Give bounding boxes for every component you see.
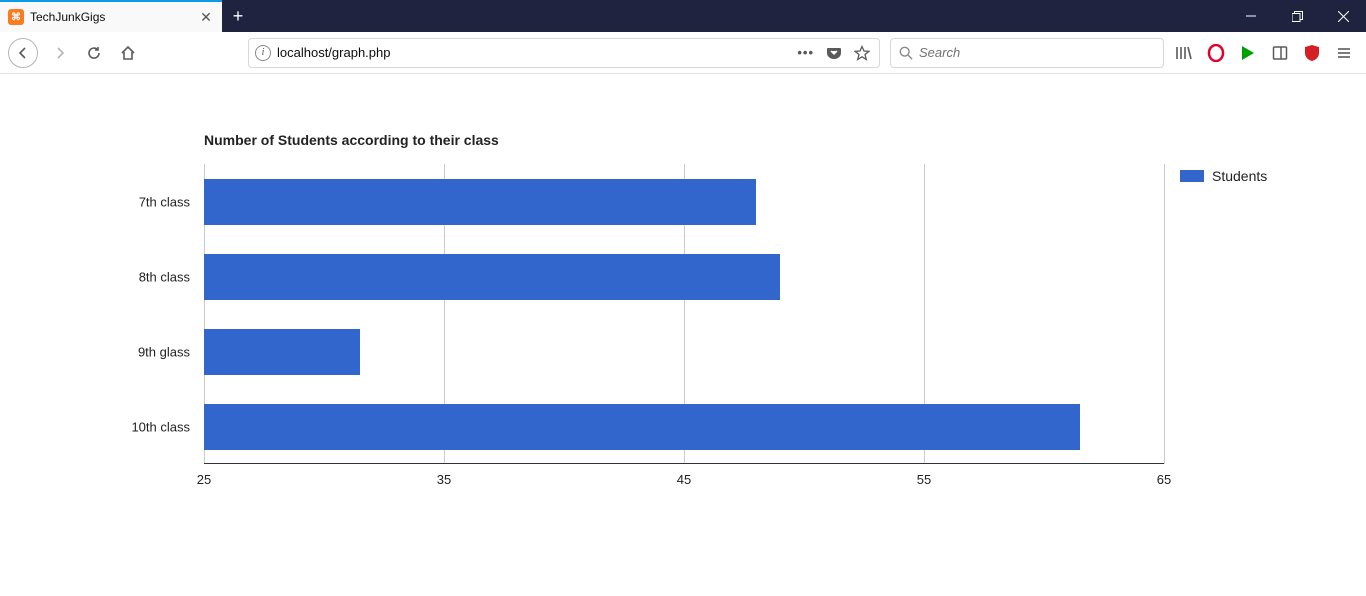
tab-favicon: ⌘	[8, 9, 24, 25]
page-content: Number of Students according to their cl…	[0, 74, 1366, 596]
tab-close-icon[interactable]: ✕	[198, 9, 214, 25]
chart-gridline	[1164, 164, 1165, 464]
chart-x-tick-label: 55	[917, 472, 931, 487]
sidebar-icon[interactable]	[1266, 39, 1294, 67]
site-info-icon[interactable]: i	[255, 45, 271, 61]
menu-icon[interactable]	[1330, 39, 1358, 67]
nav-forward-button	[44, 37, 76, 69]
toolbar-right-icons	[1170, 39, 1358, 67]
search-icon	[899, 46, 913, 60]
window-restore-button[interactable]	[1274, 0, 1320, 32]
opera-icon[interactable]	[1202, 39, 1230, 67]
window-controls	[1228, 0, 1366, 32]
chart-x-tick-label: 45	[677, 472, 691, 487]
chart-title: Number of Students according to their cl…	[204, 132, 499, 148]
chart-bar[interactable]	[204, 179, 756, 225]
window-titlebar: ⌘ TechJunkGigs ✕ +	[0, 0, 1366, 32]
page-actions-icon[interactable]: •••	[794, 45, 817, 60]
pocket-icon[interactable]	[823, 45, 845, 61]
ublock-icon[interactable]	[1298, 39, 1326, 67]
legend-swatch	[1180, 170, 1204, 182]
chart-x-tick-label: 25	[197, 472, 211, 487]
search-bar[interactable]	[890, 38, 1164, 68]
chart-y-tick-label: 9th glass	[138, 344, 190, 359]
idm-icon[interactable]	[1234, 39, 1262, 67]
window-minimize-button[interactable]	[1228, 0, 1274, 32]
chart-bar[interactable]	[204, 404, 1080, 450]
nav-reload-button[interactable]	[78, 37, 110, 69]
search-input[interactable]	[919, 45, 1155, 60]
nav-back-button[interactable]	[8, 38, 38, 68]
chart-bar[interactable]	[204, 254, 780, 300]
bookmark-star-icon[interactable]	[851, 45, 873, 61]
chart-y-tick-label: 10th class	[131, 419, 190, 434]
new-tab-button[interactable]: +	[222, 0, 254, 32]
nav-home-button[interactable]	[112, 37, 144, 69]
tab-title: TechJunkGigs	[30, 10, 198, 24]
url-bar[interactable]: i localhost/graph.php •••	[248, 38, 880, 68]
chart-legend: Students	[1180, 168, 1267, 184]
chart-x-tick-label: 35	[437, 472, 451, 487]
library-icon[interactable]	[1170, 39, 1198, 67]
chart-x-axis	[204, 463, 1164, 464]
chart-y-tick-label: 8th class	[139, 269, 190, 284]
chart-plot-area: 25354555657th class8th class9th glass10t…	[204, 164, 1164, 494]
browser-toolbar: i localhost/graph.php •••	[0, 32, 1366, 74]
browser-tab[interactable]: ⌘ TechJunkGigs ✕	[0, 0, 222, 32]
chart-bar[interactable]	[204, 329, 360, 375]
legend-label: Students	[1212, 168, 1267, 184]
chart-x-tick-label: 65	[1157, 472, 1171, 487]
chart-y-tick-label: 7th class	[139, 194, 190, 209]
url-text: localhost/graph.php	[277, 45, 788, 60]
window-close-button[interactable]	[1320, 0, 1366, 32]
